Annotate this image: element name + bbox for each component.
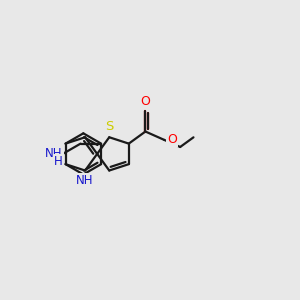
Text: S: S [105,120,113,134]
Text: O: O [167,134,177,146]
Text: NH: NH [45,147,63,161]
Text: NH: NH [76,174,94,188]
Text: H: H [54,155,63,168]
Text: O: O [140,95,150,108]
